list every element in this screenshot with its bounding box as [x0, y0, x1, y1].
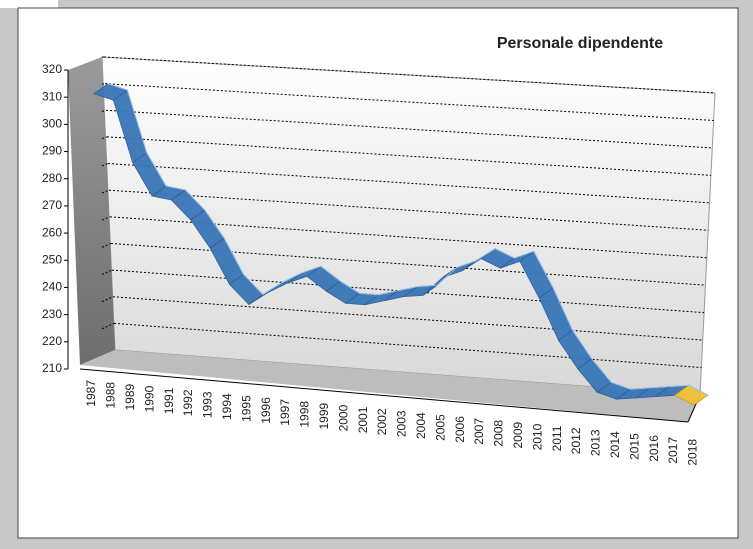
x-tick-label: 1992 — [181, 389, 195, 416]
x-tick-label: 2007 — [472, 418, 486, 445]
x-tick-label: 1999 — [317, 402, 331, 429]
y-tick-label: 230 — [42, 307, 62, 321]
grid-line — [112, 296, 703, 341]
y-tick-label: 270 — [42, 198, 62, 212]
back-wall — [101, 56, 716, 396]
grid-line — [105, 109, 713, 149]
x-tick-label: 2016 — [647, 435, 661, 462]
grid-line-side — [101, 109, 107, 112]
floor — [80, 350, 700, 422]
x-tick-label: 2009 — [511, 421, 525, 448]
y-tick-label: 310 — [42, 89, 62, 103]
x-axis — [79, 368, 689, 423]
x-tick-label: 2011 — [550, 425, 564, 451]
grid-line-side — [101, 242, 112, 248]
y-tick-label: 250 — [42, 252, 62, 266]
grid-line-side — [101, 163, 109, 167]
x-tick-label: 2003 — [395, 410, 409, 437]
x-tick-label: 1994 — [220, 393, 234, 420]
grid-line — [106, 136, 711, 176]
x-tick-label: 1991 — [162, 387, 176, 414]
x-tick-label: 1998 — [298, 401, 312, 428]
x-tick-label: 1988 — [104, 382, 118, 409]
y-tick-label: 290 — [42, 144, 62, 158]
side-wall — [68, 57, 115, 365]
grid-line-side — [101, 269, 113, 275]
x-tick-label: 2017 — [666, 437, 680, 464]
grid-line-side — [101, 216, 111, 221]
x-tick-label: 1995 — [239, 395, 253, 422]
x-tick-label: 2015 — [627, 433, 641, 460]
corner — [0, 0, 58, 8]
x-tick-label: 2018 — [686, 439, 700, 466]
y-tick-label: 220 — [42, 334, 62, 348]
x-tick-label: 1987 — [84, 380, 98, 407]
x-tick-label: 1993 — [201, 391, 215, 418]
x-tick-label: 2002 — [375, 408, 389, 435]
x-tick-label: 2008 — [492, 420, 506, 447]
x-tick-label: 1989 — [123, 383, 137, 410]
x-tick-label: 2004 — [414, 412, 428, 439]
x-tick-label: 2012 — [569, 427, 583, 454]
y-tick-label: 240 — [42, 280, 62, 294]
grid-line — [110, 242, 706, 286]
grid-line-side — [101, 136, 108, 140]
x-tick-label: 2001 — [356, 406, 370, 433]
grid-line — [107, 163, 710, 204]
y-tick-label: 210 — [42, 361, 62, 375]
y-tick-label: 300 — [42, 117, 62, 131]
x-tick-label: 2005 — [433, 414, 447, 441]
x-tick-label: 2010 — [530, 423, 544, 450]
x-tick-label: 1996 — [259, 397, 273, 424]
x-tick-label: 2006 — [453, 416, 467, 443]
chart-title: Personale dipendente — [497, 35, 663, 52]
x-tick-label: 2014 — [608, 431, 622, 458]
y-tick-label: 320 — [42, 62, 62, 76]
y-tick-label: 280 — [42, 171, 62, 185]
ribbon-top-edge — [107, 83, 709, 396]
grid-line — [108, 189, 709, 231]
grid-line — [104, 83, 714, 121]
x-tick-label: 2000 — [336, 404, 350, 431]
y-tick-label: 260 — [42, 225, 62, 239]
x-tick-label: 2013 — [589, 429, 603, 456]
x-tick-label: 1997 — [278, 399, 292, 426]
grid-line-side — [101, 83, 106, 85]
x-tick-label: 1990 — [142, 385, 156, 412]
grid-line-side — [101, 189, 110, 194]
